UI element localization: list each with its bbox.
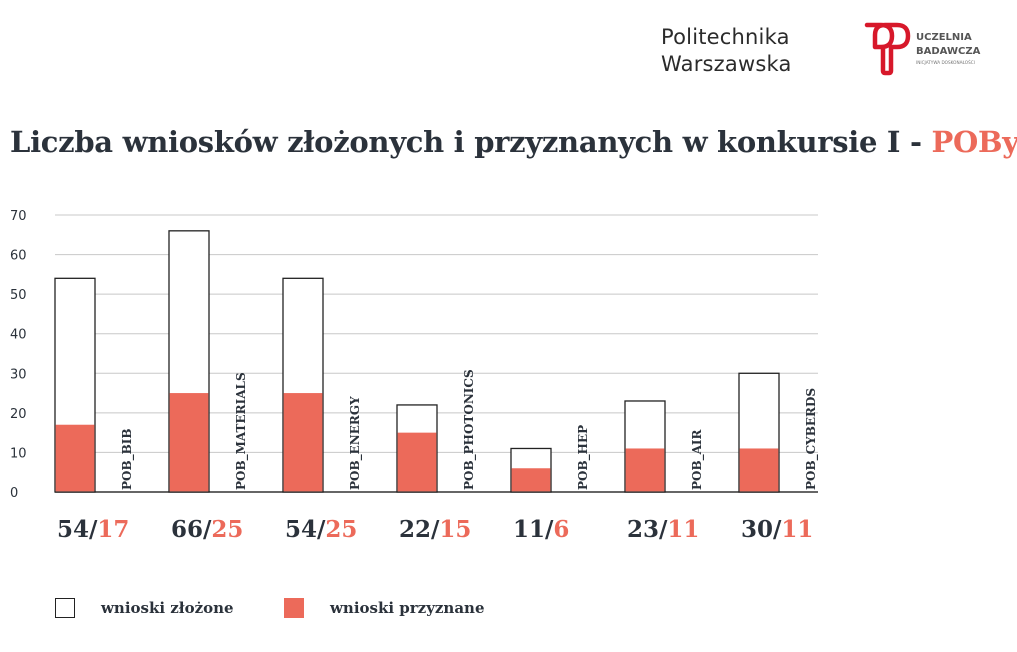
- value-submitted: 11/: [513, 516, 554, 543]
- category-label: POB_BIB: [120, 428, 135, 490]
- bar-granted: [55, 424, 95, 492]
- value-label: 22/15: [399, 516, 471, 543]
- value-labels: 54/17 66/25 54/25 22/15 11/6 23/11 30/11: [57, 516, 813, 543]
- legend-swatch-submitted: [55, 598, 75, 618]
- value-submitted: 54/: [57, 516, 98, 543]
- bars: [54, 230, 780, 493]
- brand-name: Politechnika Warszawska: [661, 24, 792, 78]
- category-label: POB_CYBERDS: [804, 388, 819, 490]
- legend-swatch-granted: [284, 598, 304, 618]
- y-tick-label: 70: [10, 209, 27, 224]
- category-labels: POB_BIB POB_MATERIALS POB_ENERGY POB_PHOTON…: [120, 369, 819, 490]
- value-label: 54/17: [57, 516, 129, 543]
- y-tick-label: 0: [10, 486, 18, 501]
- y-tick-label: 60: [10, 249, 27, 264]
- category-label: POB_AIR: [690, 428, 705, 490]
- bar-granted: [397, 432, 437, 492]
- legend-label-submitted: wnioski złożone: [101, 599, 234, 617]
- logo-mark-icon: [864, 22, 911, 76]
- legend-submitted: wnioski złożone: [55, 598, 234, 618]
- legend-label-granted: wnioski przyznane: [330, 599, 485, 617]
- brand-line-2: Warszawska: [661, 52, 792, 76]
- value-label: 11/6: [513, 516, 569, 543]
- category-label: POB_ENERGY: [348, 396, 363, 490]
- logo-text-1: UCZELNIA: [916, 32, 972, 43]
- brand-line-1: Politechnika: [661, 25, 790, 49]
- value-granted: 11: [781, 516, 813, 543]
- value-label: 30/11: [741, 516, 813, 543]
- value-granted: 25: [211, 516, 243, 543]
- value-label: 66/25: [171, 516, 243, 543]
- chart-title-main: Liczba wniosków złożonych i przyznanych …: [10, 125, 932, 159]
- chart-title-accent: POBy: [931, 125, 1017, 159]
- value-label: 54/25: [285, 516, 357, 543]
- legend-granted: wnioski przyznane: [284, 598, 485, 618]
- value-submitted: 54/: [285, 516, 326, 543]
- category-label: POB_MATERIALS: [234, 372, 249, 490]
- y-axis-ticks: 0 10 20 30 40 50 60 70: [10, 209, 27, 501]
- value-granted: 11: [667, 516, 699, 543]
- value-granted: 6: [553, 516, 569, 543]
- y-tick-label: 20: [10, 407, 27, 422]
- value-label: 23/11: [627, 516, 699, 543]
- value-submitted: 30/: [741, 516, 782, 543]
- logo-text-3: INICJATYWA DOSKONAŁOŚCI: [916, 60, 975, 65]
- y-tick-label: 40: [10, 328, 27, 343]
- y-tick-label: 50: [10, 288, 27, 303]
- category-label: POB_HEP: [576, 425, 591, 490]
- value-submitted: 23/: [627, 516, 668, 543]
- bar-granted: [511, 468, 551, 492]
- value-granted: 25: [325, 516, 357, 543]
- chart-title: Liczba wniosków złożonych i przyznanych …: [10, 125, 1017, 159]
- value-granted: 17: [97, 516, 129, 543]
- y-tick-label: 30: [10, 367, 27, 382]
- bar-granted: [739, 448, 779, 492]
- bar-granted: [283, 393, 323, 492]
- bar-granted: [169, 393, 209, 492]
- value-submitted: 66/: [171, 516, 212, 543]
- university-logo: UCZELNIA BADAWCZA INICJATYWA DOSKONAŁOŚC…: [864, 22, 981, 76]
- value-submitted: 22/: [399, 516, 440, 543]
- logo-text-2: BADAWCZA: [916, 46, 981, 57]
- category-label: POB_PHOTONICS: [462, 369, 477, 490]
- value-granted: 15: [439, 516, 471, 543]
- y-tick-label: 10: [10, 446, 27, 461]
- bar-granted: [625, 448, 665, 492]
